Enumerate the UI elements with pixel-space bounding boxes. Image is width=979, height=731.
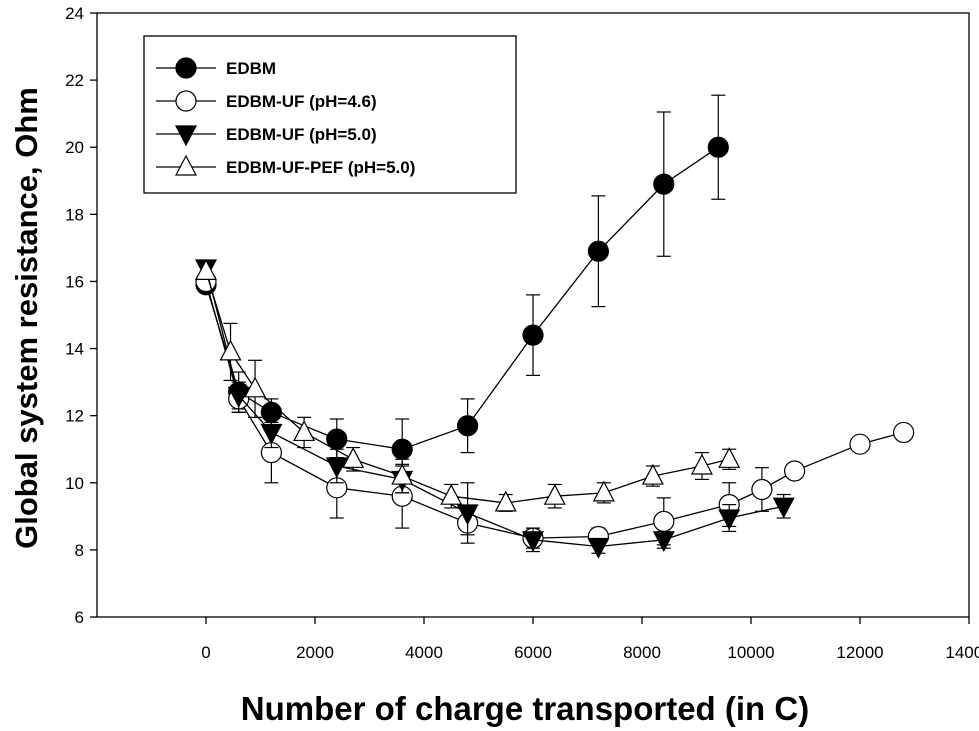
series-line [205,267,784,548]
x-tick-label: 0 [201,643,210,662]
y-tick-label: 8 [75,541,84,560]
data-point [494,490,517,512]
x-tick-label: 8000 [623,643,661,662]
y-tick-label: 20 [65,138,84,157]
series-layer [195,94,915,559]
data-point [718,509,741,531]
legend-marker [175,57,197,79]
data-point [195,259,217,280]
data-point [522,324,544,346]
data-point [522,531,544,553]
legend-label: EDBM-UF (pH=5.0) [226,125,377,144]
data-point [342,447,365,468]
data-point [849,433,871,455]
x-tick-label: 14000 [945,643,979,662]
data-point [587,240,610,262]
y-tick-label: 14 [65,340,84,359]
y-tick-label: 16 [65,272,84,291]
data-point [653,173,675,195]
data-point [440,483,463,505]
data-point [690,453,713,475]
y-tick-label: 22 [65,71,84,90]
legend-label: EDBM-UF-PEF (pH=5.0) [226,158,415,177]
series-4 [195,259,741,512]
y-tick-label: 24 [65,4,84,23]
data-point [653,510,675,532]
x-tick-label: 2000 [296,643,334,662]
y-tick-label: 18 [65,205,84,224]
legend-marker [175,125,197,147]
x-tick-label: 12000 [836,643,883,662]
x-axis-ticks: 0 2000 4000 6000 8000 10000 12000 14000 [201,617,979,662]
y-tick-label: 6 [75,608,84,627]
data-point [707,136,729,158]
legend-marker [175,90,197,112]
data-point [219,339,242,361]
data-point [751,478,773,501]
y-tick-label: 12 [65,407,84,426]
data-point [325,457,348,479]
data-point [592,480,615,502]
x-tick-label: 4000 [405,643,443,662]
data-point [391,438,413,460]
y-axis-title: Global system resistance, Ohm [9,87,44,549]
data-point [260,423,283,445]
x-axis-title: Number of charge transported (in C) [241,690,809,727]
data-point [543,483,566,505]
data-point [892,421,915,444]
legend-marker [175,154,197,176]
x-tick-label: 10000 [727,643,774,662]
data-point [772,497,795,519]
data-point [587,537,610,559]
data-point [456,504,479,526]
data-point [718,447,741,468]
data-point [391,463,414,485]
y-tick-label: 10 [65,474,84,493]
data-point [652,531,675,553]
data-point [244,376,267,398]
data-point [457,415,479,437]
x-tick-label: 6000 [514,643,552,662]
y-axis-ticks: 6 8 10 12 14 16 18 20 22 24 [65,4,97,627]
series-3 [195,259,795,559]
legend: EDBM EDBM-UF (pH=4.6) EDBM-UF (pH=5.0) EDBM… [143,35,517,194]
data-point [227,386,250,408]
data-point [783,460,806,482]
legend-label: EDBM [226,59,276,78]
data-point [641,463,664,485]
data-point [293,420,316,442]
legend-label: EDBM-UF (pH=4.6) [226,92,377,111]
